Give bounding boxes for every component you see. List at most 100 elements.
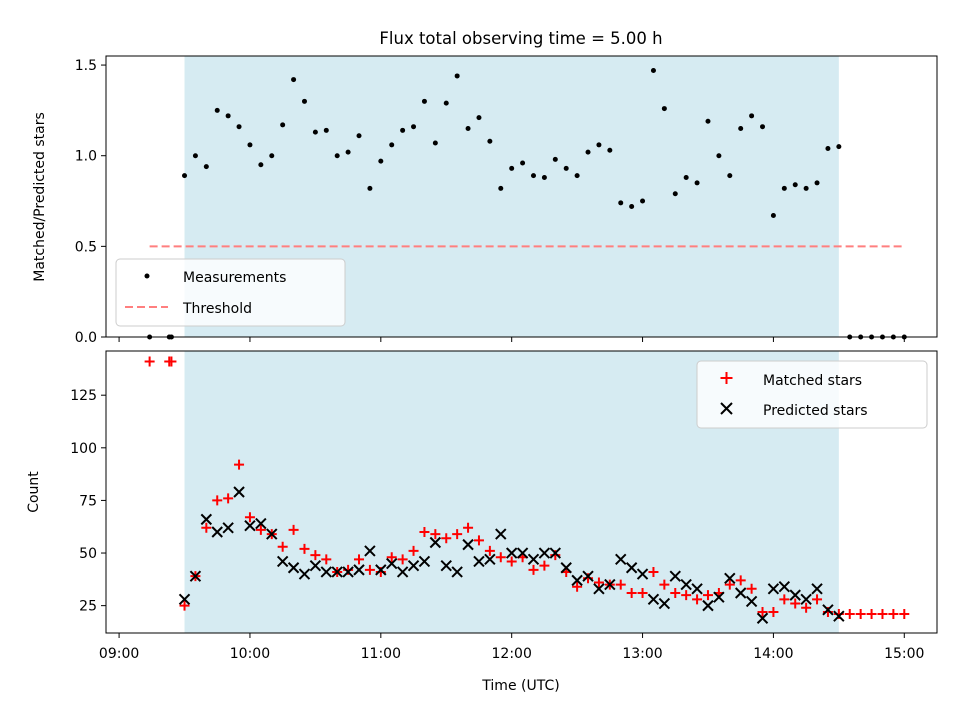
measurement-point [291,77,297,83]
predicted-star-point [593,583,605,595]
predicted-star-point [429,536,442,549]
measurement-point [530,173,536,179]
predicted-star-point [756,612,769,624]
matched-star-point [768,606,779,617]
predicted-star-point [713,591,725,603]
predicted-star-point [255,517,267,530]
matched-star-point [790,598,801,609]
measurement-point [836,144,842,150]
matched-star-point [234,459,245,470]
matched-star-point [354,554,365,565]
plot-frame [105,55,938,338]
legend-measurements-label: Measurements [183,270,286,286]
matched-star-point [888,609,899,620]
predicted-star-point [647,593,660,606]
measurement-point [738,126,744,132]
predicted-star-point [266,528,278,540]
measurement-point [694,180,700,186]
matched-star-point [397,554,408,565]
predicted-stars-points [178,486,845,624]
count-panel: Count Time (UTC) 09:00 10:00 11:00 12:00 13:… [26,350,938,694]
matched-star-point [593,577,604,588]
predicted-star-point [233,486,245,498]
predicted-star-point [189,570,202,582]
matched-star-point [201,522,212,533]
measurement-point [749,113,755,119]
measurement-point [258,162,264,168]
predicted-star-point [287,562,300,574]
measurement-point [334,153,340,159]
matched-star-point [702,590,713,601]
predicted-star-point [582,570,594,582]
predicted-star-point [680,578,692,591]
predicted-star-point [440,559,452,572]
y-tick-label: 25 [79,599,97,615]
predicted-star-point [320,566,332,578]
matched-star-point [299,543,310,554]
legend-threshold-label: Threshold [182,301,252,317]
matched-star-point [681,590,692,601]
measurement-point [454,73,460,79]
predicted-star-point [375,564,387,576]
measurement-point [411,124,417,130]
measurement-point [476,115,482,121]
matched-star-point [484,545,495,556]
measurement-point [269,153,275,159]
measurement-point [520,160,526,166]
legend-predicted-marker [720,402,733,415]
y-axis-label: Matched/Predicted stars [32,112,48,282]
measurement-point [814,180,820,186]
predicted-star-point [789,589,801,601]
matched-star-point [572,581,583,592]
legend: Measurements Threshold [115,258,346,327]
predicted-star-point [473,555,485,568]
y-axis-label: Count [26,471,42,513]
matched-star-point [430,529,441,540]
measurement-point [498,185,504,191]
measurement-point [509,165,515,171]
predicted-star-point [822,604,834,616]
measurement-point [781,185,787,191]
predicted-star-point [800,593,812,606]
measurement-point [356,133,362,139]
measurement-point [323,127,329,133]
x-axis-ticks: 09:00 10:00 11:00 12:00 13:00 14:00 15:00 [99,633,924,662]
matched-star-point [386,552,397,563]
x-tick-label: 09:00 [99,646,139,662]
matched-star-point [735,575,746,586]
matched-star-point [223,493,234,504]
ratio-panel: Flux total observing time = 5.00 h Match… [32,29,938,346]
predicted-star-point [778,580,791,593]
predicted-star-point [516,547,529,559]
predicted-star-point [331,566,343,578]
matched-star-point [877,609,888,620]
x-axis-label: Time (UTC) [481,678,559,694]
measurement-point [487,138,493,144]
measurement-point [585,149,591,155]
matched-star-point [310,550,321,561]
matched-star-point [255,524,266,535]
matched-star-point [670,588,681,599]
predicted-star-point [505,547,518,559]
predicted-star-point [702,599,714,612]
measurement-point [225,113,231,119]
matched-star-point [626,588,637,599]
y-tick-label: 125 [70,388,97,404]
matched-star-point [528,564,539,575]
measurement-point [716,153,722,159]
predicted-star-point [342,566,354,578]
predicted-star-point [767,583,780,595]
legend-matched-label: Matched stars [763,373,862,389]
measurement-point [770,213,776,219]
matched-star-point [144,356,155,367]
plot-frame [105,350,938,634]
measurement-point [247,142,253,148]
matched-star-point [812,594,823,605]
measurement-point [705,118,711,124]
matched-star-point [659,579,670,590]
matched-star-point [277,541,288,552]
measurement-point [727,173,733,179]
x-tick-label: 10:00 [230,646,270,662]
measurement-points [147,68,907,340]
